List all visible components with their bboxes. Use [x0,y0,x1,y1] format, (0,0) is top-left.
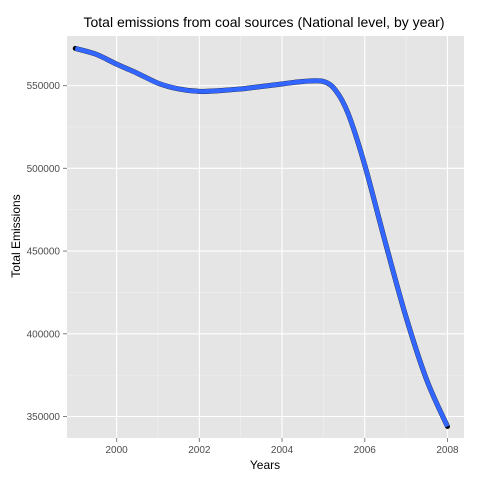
x-tick-label: 2006 [354,445,377,456]
x-tick-label: 2004 [271,445,294,456]
x-axis: 2000 2002 2004 2006 2008 [106,438,459,456]
plot-panel [67,36,464,438]
y-tick-label: 550000 [27,81,61,92]
x-axis-title: Years [250,458,280,472]
x-tick-label: 2000 [106,445,129,456]
y-tick-label: 450000 [27,247,61,258]
y-tick-label: 500000 [27,164,61,175]
y-axis: 350000 400000 450000 500000 550000 [27,81,67,423]
x-tick-label: 2008 [436,445,459,456]
chart-title: Total emissions from coal sources (Natio… [83,14,444,30]
y-tick-label: 400000 [27,329,61,340]
series-layer [72,45,450,429]
y-axis-title: Total Emissions [9,194,23,277]
series-line [74,46,450,428]
x-tick-label: 2002 [188,445,211,456]
y-tick-label: 350000 [27,412,61,423]
